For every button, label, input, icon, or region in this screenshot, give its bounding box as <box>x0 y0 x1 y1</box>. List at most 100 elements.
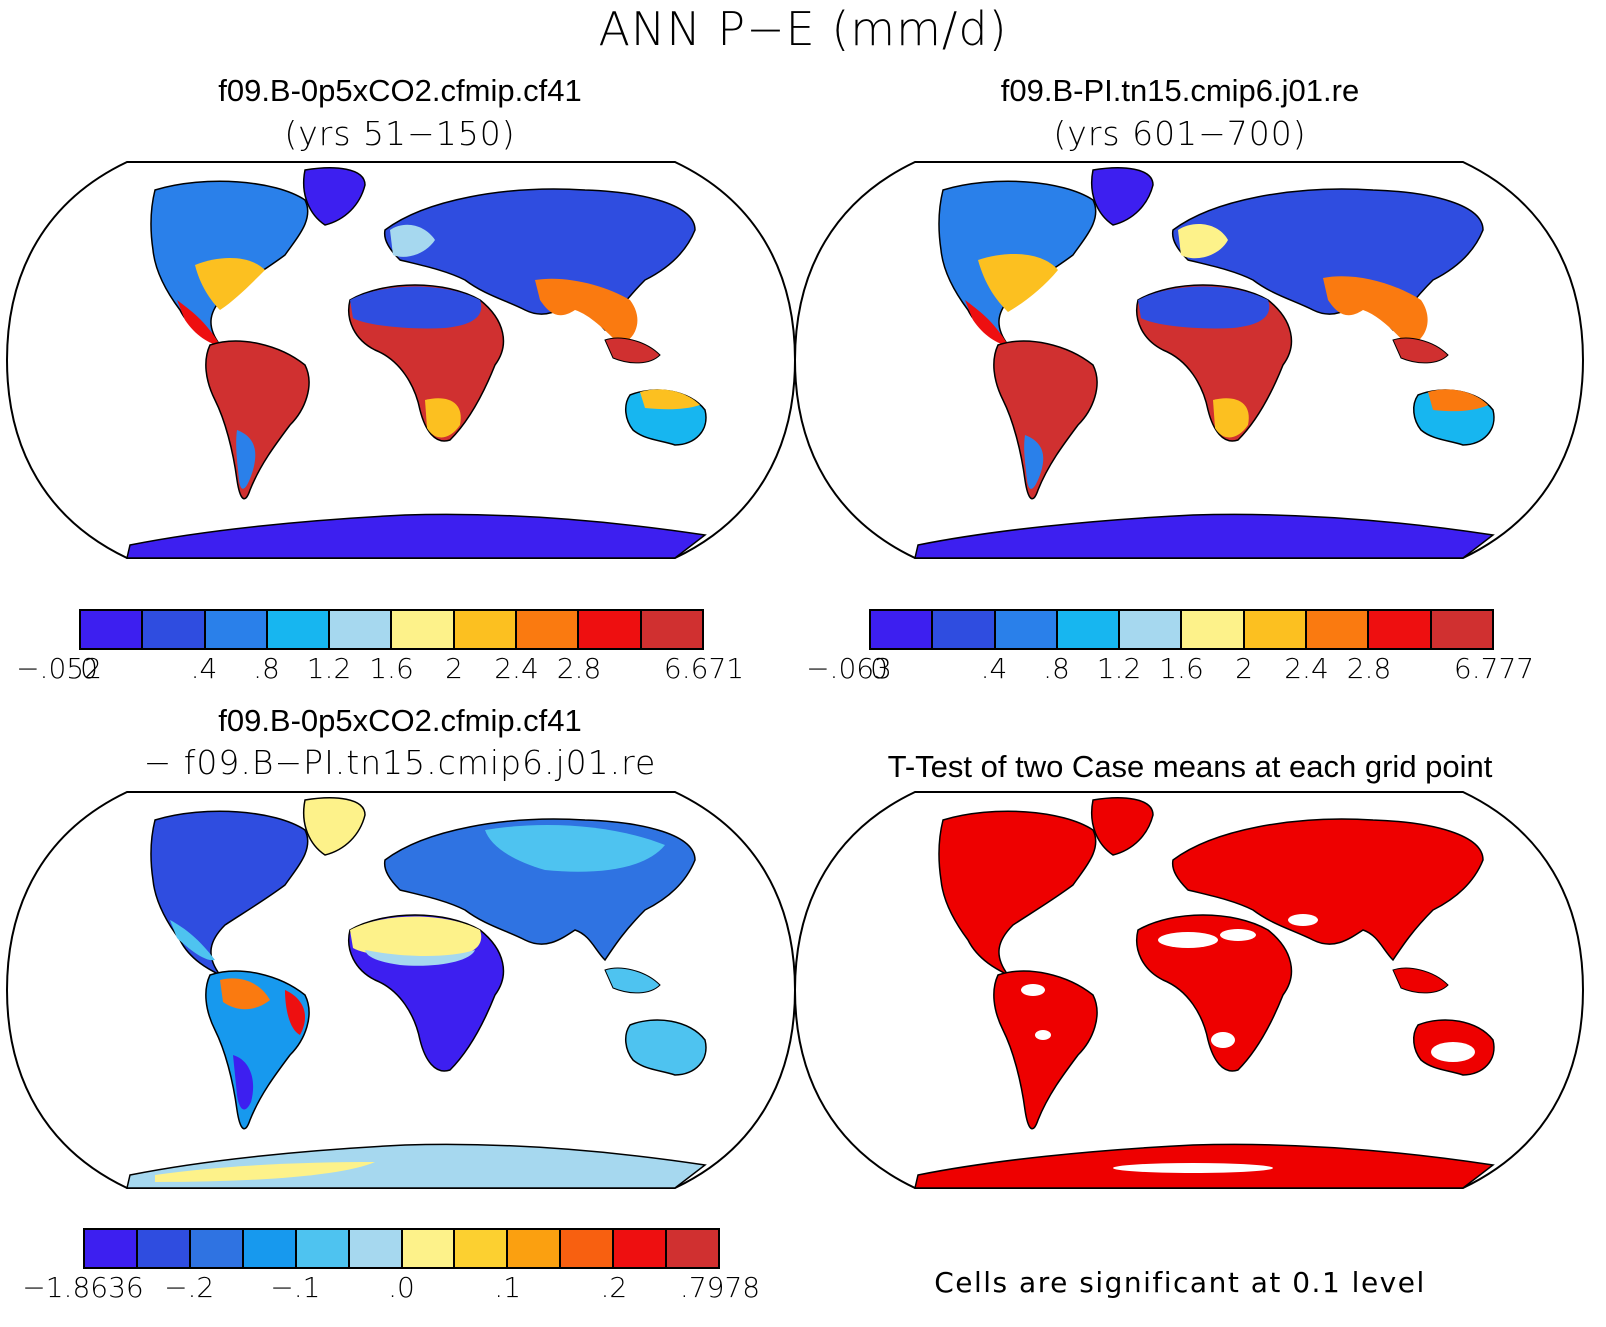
colorbar-difference <box>83 1228 720 1269</box>
region-sa-east <box>285 990 306 1035</box>
colorbar-tick-label: 1.2 <box>1096 652 1142 685</box>
region-na-southeast <box>195 258 265 310</box>
colorbar-tick-label: 0 <box>80 652 98 685</box>
figure-title: ANN P−E (mm/d) <box>598 2 1008 56</box>
colorbar-tick-label: 1.6 <box>369 652 414 685</box>
colorbar-box <box>190 1230 244 1267</box>
colorbar-tick-label: 1.2 <box>306 652 352 685</box>
region-maritime-continent <box>604 337 661 364</box>
colorbar-box <box>402 1230 456 1267</box>
colorbar-tick-label: 6.671 <box>663 652 745 685</box>
region-europe-west <box>1178 224 1228 259</box>
region-siberia <box>485 825 665 872</box>
region-sahara <box>350 916 482 959</box>
gap-sahara-east <box>1220 929 1256 941</box>
colorbar-tick-label: .2 <box>600 1271 628 1304</box>
colorbar-box <box>455 1230 509 1267</box>
colorbar-box <box>508 1230 562 1267</box>
colorbar-tick-label: 2.8 <box>1346 652 1392 685</box>
panel-diff-subtitle: − f09.B−PI.tn15.cmip6.j01.re <box>143 743 657 782</box>
panel-case2-title: f09.B-PI.tn15.cmip6.j01.re <box>1000 73 1360 108</box>
colorbar-box <box>1307 611 1370 648</box>
colorbar-tick-label: 6.777 <box>1453 652 1535 685</box>
colorbar-tick-label: .4 <box>190 652 218 685</box>
colorbar-tick-label: 2.4 <box>494 652 539 685</box>
panel-case2-subtitle: (yrs 601−700) <box>1053 114 1307 153</box>
colorbar-box <box>1182 611 1245 648</box>
region-australia-north <box>1428 389 1488 412</box>
colorbar-box <box>137 1230 191 1267</box>
colorbar-tick-label: 0 <box>870 652 888 685</box>
significance-note: Cells are significant at 0.1 level <box>934 1266 1426 1299</box>
gap-sahara <box>1158 932 1218 948</box>
colorbar-box <box>85 1230 138 1267</box>
continent-australia <box>625 1019 707 1076</box>
region-sahel <box>365 950 475 966</box>
colorbar-box <box>667 1230 719 1267</box>
colorbar-box <box>81 611 144 648</box>
continent-greenland <box>303 797 366 856</box>
region-na-central <box>177 300 220 345</box>
colorbar-tick-label: −.052 <box>16 652 102 685</box>
colorbar-case1 <box>79 609 704 650</box>
map-case2 <box>793 161 1585 559</box>
region-sa-amazon <box>220 978 270 1010</box>
continent-south-america <box>205 970 310 1130</box>
colorbar-box <box>871 611 934 648</box>
colorbar-tick-label: .7978 <box>679 1271 761 1304</box>
panel-case1-title: f09.B-0p5xCO2.cfmip.cf41 <box>218 73 582 108</box>
colorbar-box <box>205 611 268 648</box>
region-south-africa <box>425 398 461 438</box>
region-maritime-continent <box>1392 967 1449 994</box>
colorbar-box <box>330 611 393 648</box>
colorbar-box <box>579 611 642 648</box>
gap-antarctica <box>1113 1163 1273 1173</box>
colorbar-difference-labels: −1.8636 −.2 −.1 .0 .1 .2 .7978 <box>22 1271 760 1305</box>
continent-south-america <box>993 340 1098 500</box>
significance-fill <box>914 797 1495 1189</box>
region-australia-north <box>640 389 700 410</box>
colorbar-box <box>933 611 996 648</box>
region-na-southeast <box>978 254 1058 312</box>
map-ttest <box>793 791 1585 1189</box>
continent-south-america <box>993 970 1098 1130</box>
colorbar-box <box>392 611 455 648</box>
colorbar-tick-label: 2.4 <box>1284 652 1329 685</box>
colorbar-box <box>641 611 702 648</box>
region-sa-south <box>233 1055 254 1110</box>
region-antarctica-west <box>155 1162 375 1182</box>
panel-case1-subtitle: (yrs 51−150) <box>284 114 516 153</box>
colorbar-tick-label: 2 <box>445 652 463 685</box>
gap-south-africa <box>1211 1032 1235 1048</box>
colorbar-tick-label: −.1 <box>270 1271 321 1304</box>
colorbar-tick-label: .8 <box>1043 652 1070 685</box>
continent-greenland <box>1091 167 1154 226</box>
colorbar-tick-label: 2.8 <box>556 652 602 685</box>
gap-arabia <box>1288 914 1318 926</box>
panel-ttest-title: T-Test of two Case means at each grid po… <box>887 749 1493 784</box>
not-significant-patches <box>1021 914 1475 1173</box>
colorbar-box <box>517 611 580 648</box>
colorbar-tick-label: .4 <box>980 652 1008 685</box>
continent-greenland <box>303 167 366 226</box>
colorbar-box <box>296 1230 350 1267</box>
colorbar-tick-label: 1.6 <box>1159 652 1204 685</box>
region-na-central <box>965 300 1008 345</box>
colorbar-box <box>1431 611 1492 648</box>
gap-australia <box>1431 1042 1475 1062</box>
continent-south-america <box>205 340 310 500</box>
colorbar-tick-label: .8 <box>253 652 280 685</box>
colorbar-tick-label: .0 <box>388 1271 415 1304</box>
region-sa-south <box>236 430 256 489</box>
colorbar-case2-labels: −.063 0 .4 .8 1.2 1.6 2 2.4 2.8 6.777 <box>806 652 1534 686</box>
colorbar-tick-label: .1 <box>494 1271 522 1304</box>
colorbar-box <box>1244 611 1308 648</box>
colorbar-box <box>995 611 1058 648</box>
colorbar-tick-label: −1.8636 <box>22 1271 144 1304</box>
gap-sa-south <box>1035 1030 1051 1040</box>
colorbar-box <box>1057 611 1121 648</box>
region-south-asia <box>535 278 638 345</box>
region-south-africa <box>1213 398 1249 438</box>
region-maritime-continent <box>1392 337 1449 364</box>
colorbar-box <box>1120 611 1183 648</box>
